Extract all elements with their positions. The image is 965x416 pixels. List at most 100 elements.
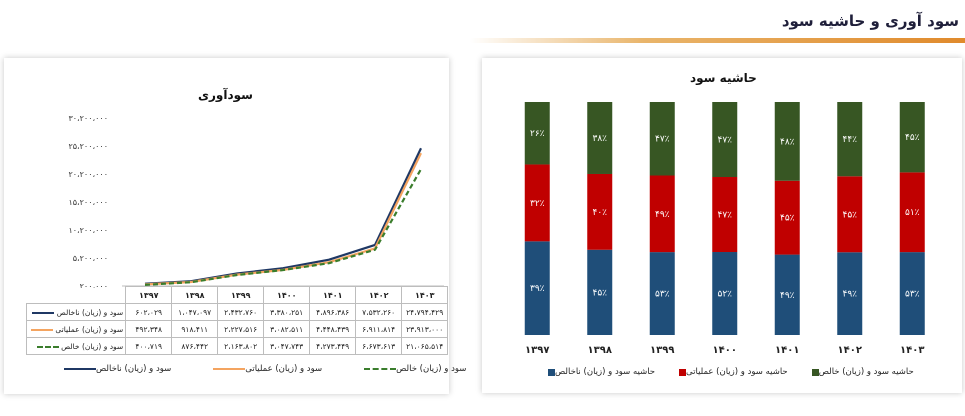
bar-data-label: ۴۹٪ (780, 291, 795, 301)
table-col-header: ۱۴۰۳ (401, 286, 449, 304)
bar-segment-bar_operating (524, 164, 550, 242)
y-tick-label: ۱۰،۲۰۰،۰۰۰ (68, 226, 108, 235)
bar-segment-bar_gross (649, 102, 675, 176)
bar-data-label: ۵۱٪ (905, 208, 920, 218)
legend-item-gross: سود و (زیان) خالص (356, 364, 466, 374)
y-tick-label: ۳۰،۲۰۰،۰۰۰ (68, 114, 108, 123)
bar-segment-bar_net (524, 241, 550, 335)
operating-series-key-icon (31, 328, 53, 331)
bar-segment-bar_operating (649, 175, 675, 253)
x-category-label: ۱۳۹۸ (588, 345, 612, 356)
table-header-row: ۱۳۹۷ ۱۳۹۸ ۱۳۹۹ ۱۴۰۰ ۱۴۰۱ ۱۴۰۲ ۱۴۰۳ (26, 286, 449, 304)
bar-segment-bar_gross (837, 102, 863, 177)
profit-margin-panel: حاشیه سود ۳۹٪ ۳۲٪ ۲۶٪ ۱۳۹۷ ۴۵٪ ۴۰٪ ۳۸٪ ۱۳۹۸ ۵۳٪ ۴… (482, 58, 962, 393)
bar-segment-bar_net (837, 252, 863, 335)
bar-segment-bar_operating (712, 177, 738, 253)
legend-label: سود و (زیان) ناخالص (96, 364, 172, 374)
table-col-header: ۱۳۹۸ (171, 286, 219, 304)
table-cell: ۱،۰۴۷،۰۹۷ (171, 303, 219, 321)
x-category-label: ۱۳۹۷ (525, 345, 549, 356)
y-tick-label: ۱۵،۲۰۰،۰۰۰ (68, 198, 108, 207)
title-underline (470, 38, 965, 43)
table-col-header: ۱۴۰۰ (263, 286, 311, 304)
table-cell: ۶،۹۱۱،۸۱۴ (355, 320, 403, 338)
bar-data-label: ۴۷٪ (655, 135, 670, 145)
bar-chart-legend: حاشیه سود و (زیان) ناخالص حاشیه سود و (ز… (544, 367, 914, 377)
x-category-label: ۱۳۹۹ (650, 345, 674, 356)
table-row: سود و (زیان) خالص ۴۰۰،۷۱۹ ۸۷۶،۴۴۲ ۲،۱۶۳،… (25, 337, 449, 355)
table-cell: ۴،۸۹۶،۳۸۶ (309, 303, 357, 321)
bar-segment-bar_operating (899, 172, 925, 253)
net-series-key-icon (32, 311, 55, 314)
table-cell: ۳،۳۸۰،۲۵۱ (263, 303, 311, 321)
table-cell: ۳،۰۴۷،۷۴۳ (263, 337, 311, 355)
bar-segment-bar_net (649, 252, 675, 335)
table-row-header: سود و (زیان) عملیاتی (25, 320, 127, 338)
y-tick-label: ۲۰،۲۰۰،۰۰۰ (68, 170, 108, 179)
table-cell: ۴۰۰،۷۱۹ (125, 337, 173, 355)
table-cell: ۲،۲۲۷،۵۱۶ (217, 320, 265, 338)
bar-data-label: ۴۹٪ (842, 290, 857, 300)
legend-item-operating-margin: حاشیه سود و (زیان) عملیاتی (675, 367, 788, 377)
table-cell: ۶۰۲،۰۲۹ (125, 303, 173, 321)
bar-segment-bar_gross (524, 102, 550, 165)
bar-data-label: ۵۲٪ (717, 290, 732, 300)
table-row-label: سود و (زیان) ناخالص (56, 307, 124, 317)
table-cell: ۹۱۸،۴۱۱ (171, 320, 219, 338)
legend-label: حاشیه سود و (زیان) ناخالص (555, 367, 656, 377)
bar-segment-bar_operating (774, 180, 800, 255)
legend-label: سود و (زیان) خالص (396, 364, 467, 374)
series-line-net (144, 147, 422, 285)
table-cell: ۷،۵۳۲،۲۶۰ (355, 303, 403, 321)
legend-item-gross-margin: حاشیه سود و (زیان) خالص (808, 367, 914, 377)
table-cell: ۲۴،۷۹۴،۴۲۹ (401, 303, 449, 321)
bar-data-label: ۵۳٪ (905, 290, 920, 300)
bar-segment-bar_net (712, 252, 738, 335)
bar-data-label: ۴۵٪ (592, 288, 607, 298)
table-cell: ۴،۴۴۸،۴۳۹ (309, 320, 357, 338)
bar-data-label: ۳۲٪ (530, 199, 545, 209)
bar-data-label: ۴۰٪ (592, 208, 607, 218)
bar-chart-title: حاشیه سود (690, 71, 757, 85)
bar-data-label: ۴۵٪ (905, 133, 920, 143)
legend-item-net: سود و (زیان) ناخالص (56, 364, 171, 374)
bar-segment-bar_net (587, 249, 613, 335)
bar-data-label: ۴۸٪ (780, 137, 795, 147)
table-col-header: ۱۴۰۲ (355, 286, 403, 304)
bar-data-label: ۴۷٪ (717, 136, 732, 146)
legend-label: سود و (زیان) عملیاتی (245, 364, 323, 374)
bar-segment-bar_net (899, 252, 925, 335)
table-row: سود و (زیان) ناخالص ۶۰۲،۰۲۹ ۱،۰۴۷،۰۹۷ ۲،… (25, 303, 449, 321)
table-col-header: ۱۳۹۹ (217, 286, 265, 304)
profitability-data-table: ۱۳۹۷ ۱۳۹۸ ۱۳۹۹ ۱۴۰۰ ۱۴۰۱ ۱۴۰۲ ۱۴۰۳ سود و… (25, 286, 449, 355)
table-col-header: ۱۴۰۱ (309, 286, 357, 304)
line-chart-legend: سود و (زیان) ناخالص سود و (زیان) عملیاتی… (56, 364, 466, 374)
bar-data-label: ۴۴٪ (842, 135, 857, 145)
net-margin-legend-icon (548, 368, 555, 376)
bar-data-label: ۲۶٪ (530, 129, 545, 139)
table-cell: ۳،۰۸۲،۵۱۱ (263, 320, 311, 338)
table-row-header: سود و (زیان) ناخالص (25, 303, 127, 321)
operating-legend-icon (213, 368, 246, 370)
table-cell: ۲،۱۶۳،۸۰۲ (217, 337, 265, 355)
y-tick-label: ۲۰۰،۰۰۰ (80, 282, 108, 288)
bar-segment-bar_gross (712, 102, 738, 178)
profitability-panel: سودآوری ۲۰۰،۰۰۰ ۵،۲۰۰،۰۰۰ ۱۰،۲۰۰،۰۰۰ ۱۵،۲۰۰… (4, 58, 466, 394)
legend-label: حاشیه سود و (زیان) خالص (818, 367, 914, 377)
table-cell: ۸۷۶،۴۴۲ (171, 337, 219, 355)
y-tick-label: ۲۵،۲۰۰،۰۰۰ (68, 142, 108, 151)
table-cell: ۲،۴۳۲،۷۶۰ (217, 303, 265, 321)
table-row-label: سود و (زیان) عملیاتی (55, 324, 124, 334)
bar-segment-bar_operating (837, 176, 863, 253)
x-category-label: ۱۴۰۰ (713, 345, 737, 356)
bar-segment-bar_gross (899, 102, 925, 173)
bar-data-label: ۴۵٪ (842, 210, 857, 220)
legend-label: حاشیه سود و (زیان) عملیاتی (686, 367, 788, 377)
legend-item-operating: سود و (زیان) عملیاتی (205, 364, 322, 374)
y-tick-label: ۵،۲۰۰،۰۰۰ (73, 254, 108, 263)
table-col-header: ۱۳۹۷ (125, 286, 173, 304)
bar-segment-bar_gross (774, 102, 800, 181)
table-corner (26, 286, 126, 304)
bar-data-label: ۴۹٪ (655, 210, 670, 220)
page-title: سود آوری و حاشیه سود (781, 12, 959, 30)
